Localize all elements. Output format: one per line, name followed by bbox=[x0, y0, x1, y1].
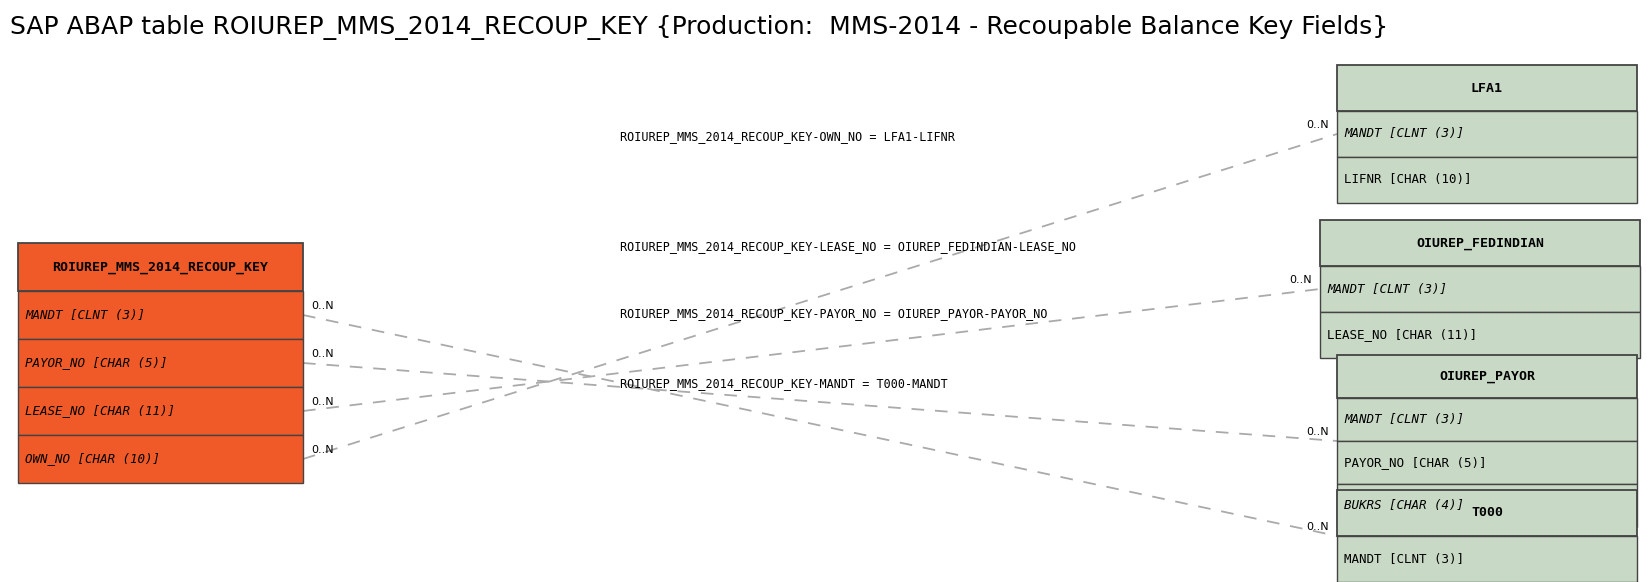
Text: 0..N: 0..N bbox=[1306, 522, 1329, 532]
Text: SAP ABAP table ROIUREP_MMS_2014_RECOUP_KEY {Production:  MMS-2014 - Recoupable B: SAP ABAP table ROIUREP_MMS_2014_RECOUP_K… bbox=[10, 16, 1388, 41]
Text: PAYOR_NO [CHAR (5)]: PAYOR_NO [CHAR (5)] bbox=[25, 357, 167, 370]
Text: MANDT [CLNT (3)]: MANDT [CLNT (3)] bbox=[1344, 552, 1464, 566]
Text: ROIUREP_MMS_2014_RECOUP_KEY-PAYOR_NO = OIUREP_PAYOR-PAYOR_NO: ROIUREP_MMS_2014_RECOUP_KEY-PAYOR_NO = O… bbox=[621, 307, 1047, 320]
FancyBboxPatch shape bbox=[1321, 312, 1639, 358]
FancyBboxPatch shape bbox=[18, 387, 304, 435]
FancyBboxPatch shape bbox=[18, 291, 304, 339]
Text: LFA1: LFA1 bbox=[1471, 81, 1502, 94]
FancyBboxPatch shape bbox=[1321, 266, 1639, 312]
FancyBboxPatch shape bbox=[1337, 111, 1638, 157]
FancyBboxPatch shape bbox=[1321, 220, 1639, 266]
FancyBboxPatch shape bbox=[18, 435, 304, 483]
Text: MANDT [CLNT (3)]: MANDT [CLNT (3)] bbox=[1344, 413, 1464, 426]
FancyBboxPatch shape bbox=[1337, 536, 1638, 582]
Text: ROIUREP_MMS_2014_RECOUP_KEY-OWN_NO = LFA1-LIFNR: ROIUREP_MMS_2014_RECOUP_KEY-OWN_NO = LFA… bbox=[621, 130, 954, 143]
FancyBboxPatch shape bbox=[1337, 355, 1638, 398]
Text: MANDT [CLNT (3)]: MANDT [CLNT (3)] bbox=[1327, 282, 1446, 296]
Text: LEASE_NO [CHAR (11)]: LEASE_NO [CHAR (11)] bbox=[1327, 328, 1478, 342]
Text: T000: T000 bbox=[1471, 506, 1502, 520]
Text: MANDT [CLNT (3)]: MANDT [CLNT (3)] bbox=[25, 308, 145, 321]
FancyBboxPatch shape bbox=[1337, 484, 1638, 527]
Text: 0..N: 0..N bbox=[310, 397, 334, 407]
Text: LEASE_NO [CHAR (11)]: LEASE_NO [CHAR (11)] bbox=[25, 404, 175, 417]
Text: OIUREP_FEDINDIAN: OIUREP_FEDINDIAN bbox=[1417, 236, 1544, 250]
FancyBboxPatch shape bbox=[18, 243, 304, 291]
Text: BUKRS [CHAR (4)]: BUKRS [CHAR (4)] bbox=[1344, 499, 1464, 512]
Text: LIFNR [CHAR (10)]: LIFNR [CHAR (10)] bbox=[1344, 173, 1471, 186]
Text: ROIUREP_MMS_2014_RECOUP_KEY-MANDT = T000-MANDT: ROIUREP_MMS_2014_RECOUP_KEY-MANDT = T000… bbox=[621, 377, 948, 390]
FancyBboxPatch shape bbox=[1337, 441, 1638, 484]
Text: 0..N: 0..N bbox=[1289, 275, 1313, 285]
Text: 0..N: 0..N bbox=[310, 301, 334, 311]
Text: ROIUREP_MMS_2014_RECOUP_KEY-LEASE_NO = OIUREP_FEDINDIAN-LEASE_NO: ROIUREP_MMS_2014_RECOUP_KEY-LEASE_NO = O… bbox=[621, 240, 1076, 253]
FancyBboxPatch shape bbox=[1337, 157, 1638, 203]
Text: 0..N: 0..N bbox=[1306, 120, 1329, 130]
Text: 0..N: 0..N bbox=[310, 445, 334, 455]
FancyBboxPatch shape bbox=[1337, 398, 1638, 441]
Text: MANDT [CLNT (3)]: MANDT [CLNT (3)] bbox=[1344, 127, 1464, 140]
Text: 0..N: 0..N bbox=[1306, 427, 1329, 437]
Text: OWN_NO [CHAR (10)]: OWN_NO [CHAR (10)] bbox=[25, 452, 160, 466]
Text: OIUREP_PAYOR: OIUREP_PAYOR bbox=[1440, 370, 1535, 383]
FancyBboxPatch shape bbox=[18, 339, 304, 387]
Text: PAYOR_NO [CHAR (5)]: PAYOR_NO [CHAR (5)] bbox=[1344, 456, 1486, 469]
Text: ROIUREP_MMS_2014_RECOUP_KEY: ROIUREP_MMS_2014_RECOUP_KEY bbox=[53, 261, 269, 274]
FancyBboxPatch shape bbox=[1337, 490, 1638, 536]
Text: 0..N: 0..N bbox=[310, 349, 334, 359]
FancyBboxPatch shape bbox=[1337, 65, 1638, 111]
